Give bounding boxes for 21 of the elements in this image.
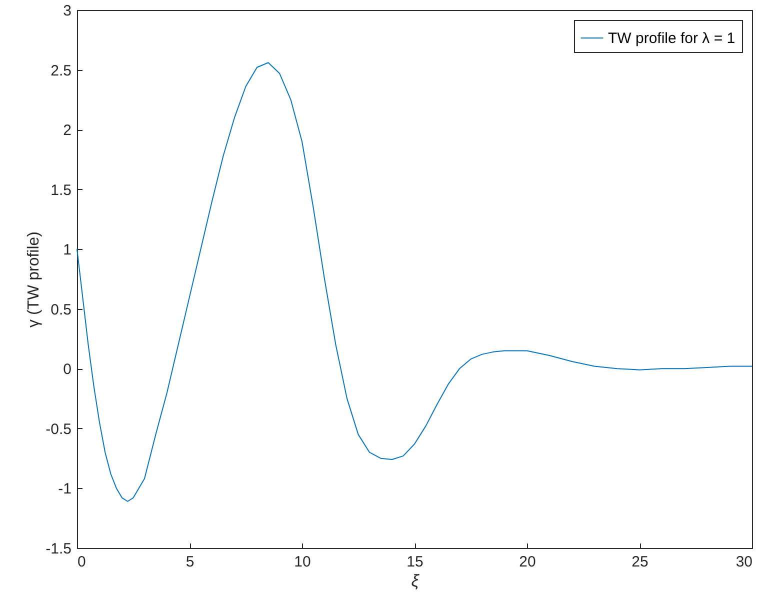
legend-label: TW profile for λ = 1 [608,30,736,47]
y-tick-label: 0.5 [50,301,72,318]
y-tick-label: 0 [63,361,72,378]
line-series [76,62,752,502]
x-tick-label: 20 [519,554,536,570]
y-tick-label: -1 [58,480,72,498]
x-tick-label: 10 [294,554,311,570]
y-tick-label: 3 [63,2,72,20]
y-tick-label: -0.5 [46,420,72,438]
x-tick-label: 25 [632,554,648,570]
x-tick-label: 5 [186,554,194,570]
y-tick-label: -1.5 [46,540,72,558]
x-tick-label: 15 [406,554,424,570]
y-tick-label: 1 [63,242,72,259]
y-tick-label: 2.5 [50,62,72,80]
x-tick-label: 30 [736,554,752,570]
y-axis-title: γ (TW profile) [26,232,43,328]
x-axis-title: ξ [411,572,420,590]
y-tick-label: 1.5 [50,182,72,199]
x-tick-label: 0 [78,554,86,570]
y-tick-label: 2 [63,122,72,140]
